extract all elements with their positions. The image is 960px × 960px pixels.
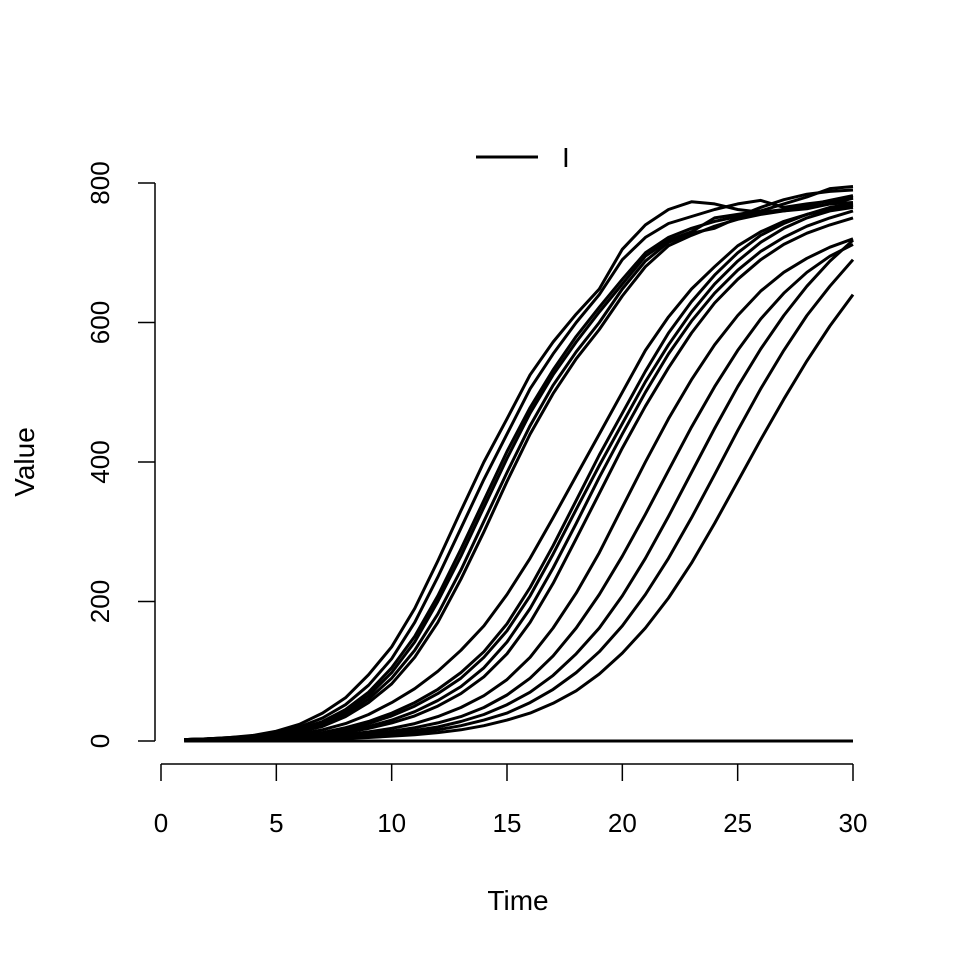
series-line-3 [184,188,854,742]
series-line-16 [184,293,855,742]
x-tick-label: 5 [269,808,283,838]
series-line-2 [184,195,854,742]
series-line-4 [184,185,854,742]
series-line-9 [184,205,854,742]
x-axis: 0 5 10 15 20 25 30 [154,763,868,838]
series-line-11 [184,216,854,742]
legend-label: I [562,142,570,173]
x-tick-label: 10 [377,808,406,838]
series-line-10 [184,209,854,742]
y-axis: 0 200 400 600 800 [85,161,156,748]
series-line-8 [184,202,854,742]
series-line-6 [184,201,854,742]
series-line-5 [184,194,854,742]
legend: I [476,142,570,173]
series-line-12 [184,237,854,742]
y-tick-label: 400 [85,440,115,483]
y-tick-label: 600 [85,301,115,344]
series-line-1 [184,196,854,742]
x-tick-label: 15 [493,808,522,838]
y-ticks: 0 200 400 600 800 [85,161,155,748]
series-line-7 [184,203,854,742]
y-tick-label: 200 [85,580,115,623]
series-line-14 [184,239,855,742]
series-layer [184,185,855,743]
x-axis-title: Time [487,885,548,916]
x-tick-label: 0 [154,808,168,838]
x-tick-label: 30 [839,808,868,838]
series-line-13 [184,243,854,742]
x-tick-label: 20 [608,808,637,838]
x-ticks: 0 5 10 15 20 25 30 [154,764,868,838]
y-axis-title: Value [9,427,40,497]
y-tick-label: 800 [85,161,115,204]
y-tick-label: 0 [85,734,115,748]
x-tick-label: 25 [723,808,752,838]
